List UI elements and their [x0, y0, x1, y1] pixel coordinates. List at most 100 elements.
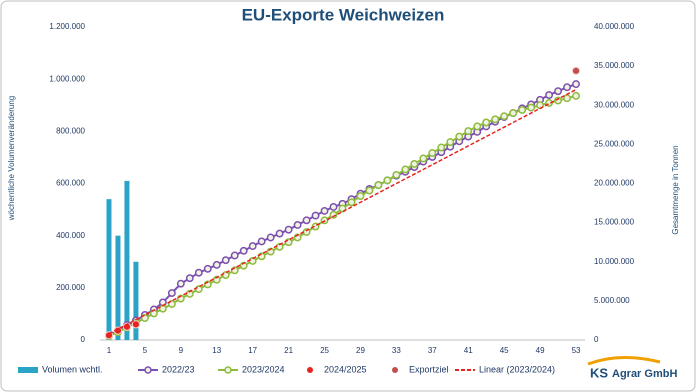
y-tick-label: 800.000 — [56, 126, 85, 135]
marker — [527, 103, 536, 112]
marker — [248, 242, 257, 251]
trend-line — [108, 88, 577, 335]
y2-tick-label: 20.000.000 — [594, 179, 635, 188]
logo-initials: KS — [590, 365, 608, 380]
x-tick-label: 33 — [392, 346, 401, 355]
marker — [284, 225, 293, 234]
x-tick-label: 29 — [356, 346, 365, 355]
marker — [176, 279, 185, 288]
marker — [347, 198, 356, 207]
marker — [266, 233, 275, 242]
marker — [194, 285, 203, 294]
legend-swatch — [18, 367, 38, 373]
marker — [554, 96, 563, 105]
legend-label: Linear (2023/2024) — [479, 364, 555, 374]
marker — [230, 251, 239, 260]
point — [131, 320, 141, 329]
bar — [124, 180, 130, 340]
y2-tick-label: 35.000.000 — [594, 61, 635, 70]
x-tick-label: 13 — [212, 346, 221, 355]
legend-label: 2024/2025 — [324, 364, 367, 374]
marker — [554, 87, 563, 96]
marker — [158, 304, 167, 313]
y2-tick-label: 10.000.000 — [594, 257, 635, 266]
x-tick-label: 53 — [572, 346, 581, 355]
marker — [365, 186, 374, 195]
marker — [212, 260, 221, 269]
x-tick-label: 45 — [500, 346, 509, 355]
x-tick-label: 49 — [536, 346, 545, 355]
x-tick-label: 25 — [320, 346, 329, 355]
y2-tick-label: 5.000.000 — [594, 296, 630, 305]
marker — [194, 268, 203, 277]
legend-label: 2023/2024 — [242, 364, 285, 374]
logo: KS Agrar GmbH — [587, 355, 677, 380]
marker — [221, 271, 230, 280]
bar — [133, 261, 139, 340]
y-tick-label: 1.000.000 — [49, 74, 85, 83]
legend-swatch — [144, 366, 152, 374]
marker — [473, 122, 482, 131]
marker — [428, 149, 437, 157]
y2-tick-label: 15.000.000 — [594, 218, 635, 227]
marker — [500, 112, 509, 121]
legend-label: Volumen wchtl. — [42, 364, 103, 374]
y2-axis-label: Gesamtmenge in Tonnen — [671, 145, 680, 234]
marker — [572, 91, 580, 100]
legend-label: Exportziel — [409, 364, 449, 374]
logo-swoosh — [587, 355, 661, 366]
marker — [221, 256, 230, 265]
x-tick-label: 41 — [464, 346, 473, 355]
y-tick-label: 400.000 — [56, 231, 85, 240]
x-tick-label: 37 — [428, 346, 437, 355]
x-tick-label: 9 — [179, 346, 184, 355]
marker — [293, 221, 302, 229]
marker — [356, 192, 365, 200]
marker — [545, 91, 554, 100]
y-tick-label: 0 — [81, 335, 86, 344]
y2-tick-label: 25.000.000 — [594, 139, 635, 148]
marker — [563, 94, 571, 103]
legend-label: 2022/23 — [162, 364, 195, 374]
logo-name: Agrar GmbH — [612, 368, 677, 380]
marker — [518, 105, 527, 114]
x-tick-label: 1 — [107, 346, 112, 355]
marker — [509, 109, 518, 118]
legend-swatch — [307, 367, 313, 373]
marker — [401, 165, 410, 174]
y2-tick-label: 0 — [594, 335, 599, 344]
marker — [455, 132, 464, 141]
marker — [275, 229, 284, 238]
marker — [329, 203, 338, 211]
x-tick-label: 17 — [248, 346, 257, 355]
marker — [446, 138, 455, 146]
bar — [106, 199, 112, 340]
legend-swatch — [224, 366, 232, 374]
marker — [329, 210, 338, 219]
marker — [284, 238, 293, 247]
x-tick-label: 5 — [143, 346, 148, 355]
y-tick-label: 200.000 — [56, 283, 85, 292]
y-axis-label: wöchentliche Volumenveränderung — [7, 96, 16, 222]
marker — [185, 274, 194, 283]
marker — [167, 289, 176, 297]
y-tick-label: 600.000 — [56, 179, 85, 188]
marker — [437, 143, 446, 152]
marker — [482, 118, 491, 127]
bar — [115, 235, 121, 340]
marker — [383, 176, 392, 185]
y-tick-label: 1.200.000 — [49, 22, 85, 31]
marker — [464, 127, 473, 136]
marker — [419, 154, 428, 163]
marker — [410, 159, 419, 168]
y2-tick-label: 40.000.000 — [594, 22, 635, 31]
point — [571, 66, 581, 75]
chart-title: EU-Exporte Weichweizen — [242, 5, 445, 24]
marker — [320, 206, 329, 215]
marker — [392, 170, 401, 179]
y2-tick-label: 30.000.000 — [594, 100, 635, 109]
marker — [491, 115, 500, 124]
marker — [257, 252, 266, 261]
